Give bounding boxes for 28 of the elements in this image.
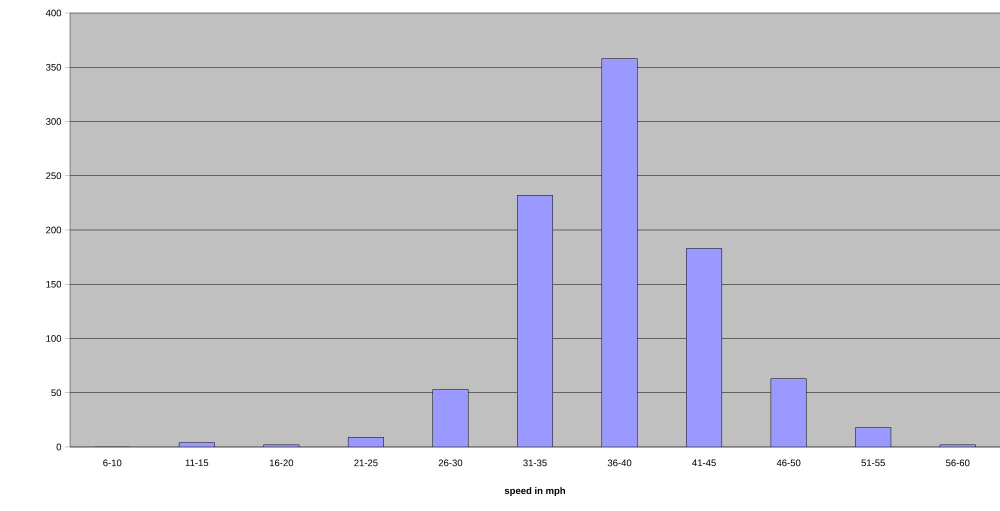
x-tick-label: 31-35: [523, 460, 547, 466]
y-tick-label: 0: [56, 444, 62, 450]
x-tick-label: 21-25: [354, 460, 378, 466]
x-tick-label: 46-50: [776, 460, 800, 466]
y-tick-label: 150: [46, 280, 62, 288]
y-tick-label: 200: [46, 226, 62, 234]
y-tick-label: 50: [51, 389, 62, 396]
bar: [517, 195, 554, 447]
bar: [686, 248, 722, 447]
bar: [855, 427, 892, 447]
x-tick-label: 6-10: [103, 460, 122, 466]
x-tick-label: 36-40: [608, 460, 632, 466]
x-tick-label: 26-30: [438, 460, 462, 466]
y-tick-label: 400: [46, 10, 62, 16]
x-tick-label: 16-20: [270, 460, 294, 466]
bar: [770, 378, 807, 447]
y-tick-label: 350: [46, 64, 62, 71]
bar: [432, 389, 468, 447]
x-axis-title: speed in mph: [504, 487, 566, 496]
x-tick-label: 56-60: [946, 460, 970, 466]
bar: [602, 58, 638, 447]
x-tick-label: 41-45: [692, 460, 716, 466]
x-tick-label: 11-15: [186, 460, 208, 466]
x-tick-label: 51-55: [861, 460, 885, 466]
y-tick-label: 100: [46, 335, 62, 342]
y-tick-label: 300: [46, 118, 62, 125]
y-tick-label: 250: [46, 172, 62, 180]
bar: [348, 437, 384, 447]
